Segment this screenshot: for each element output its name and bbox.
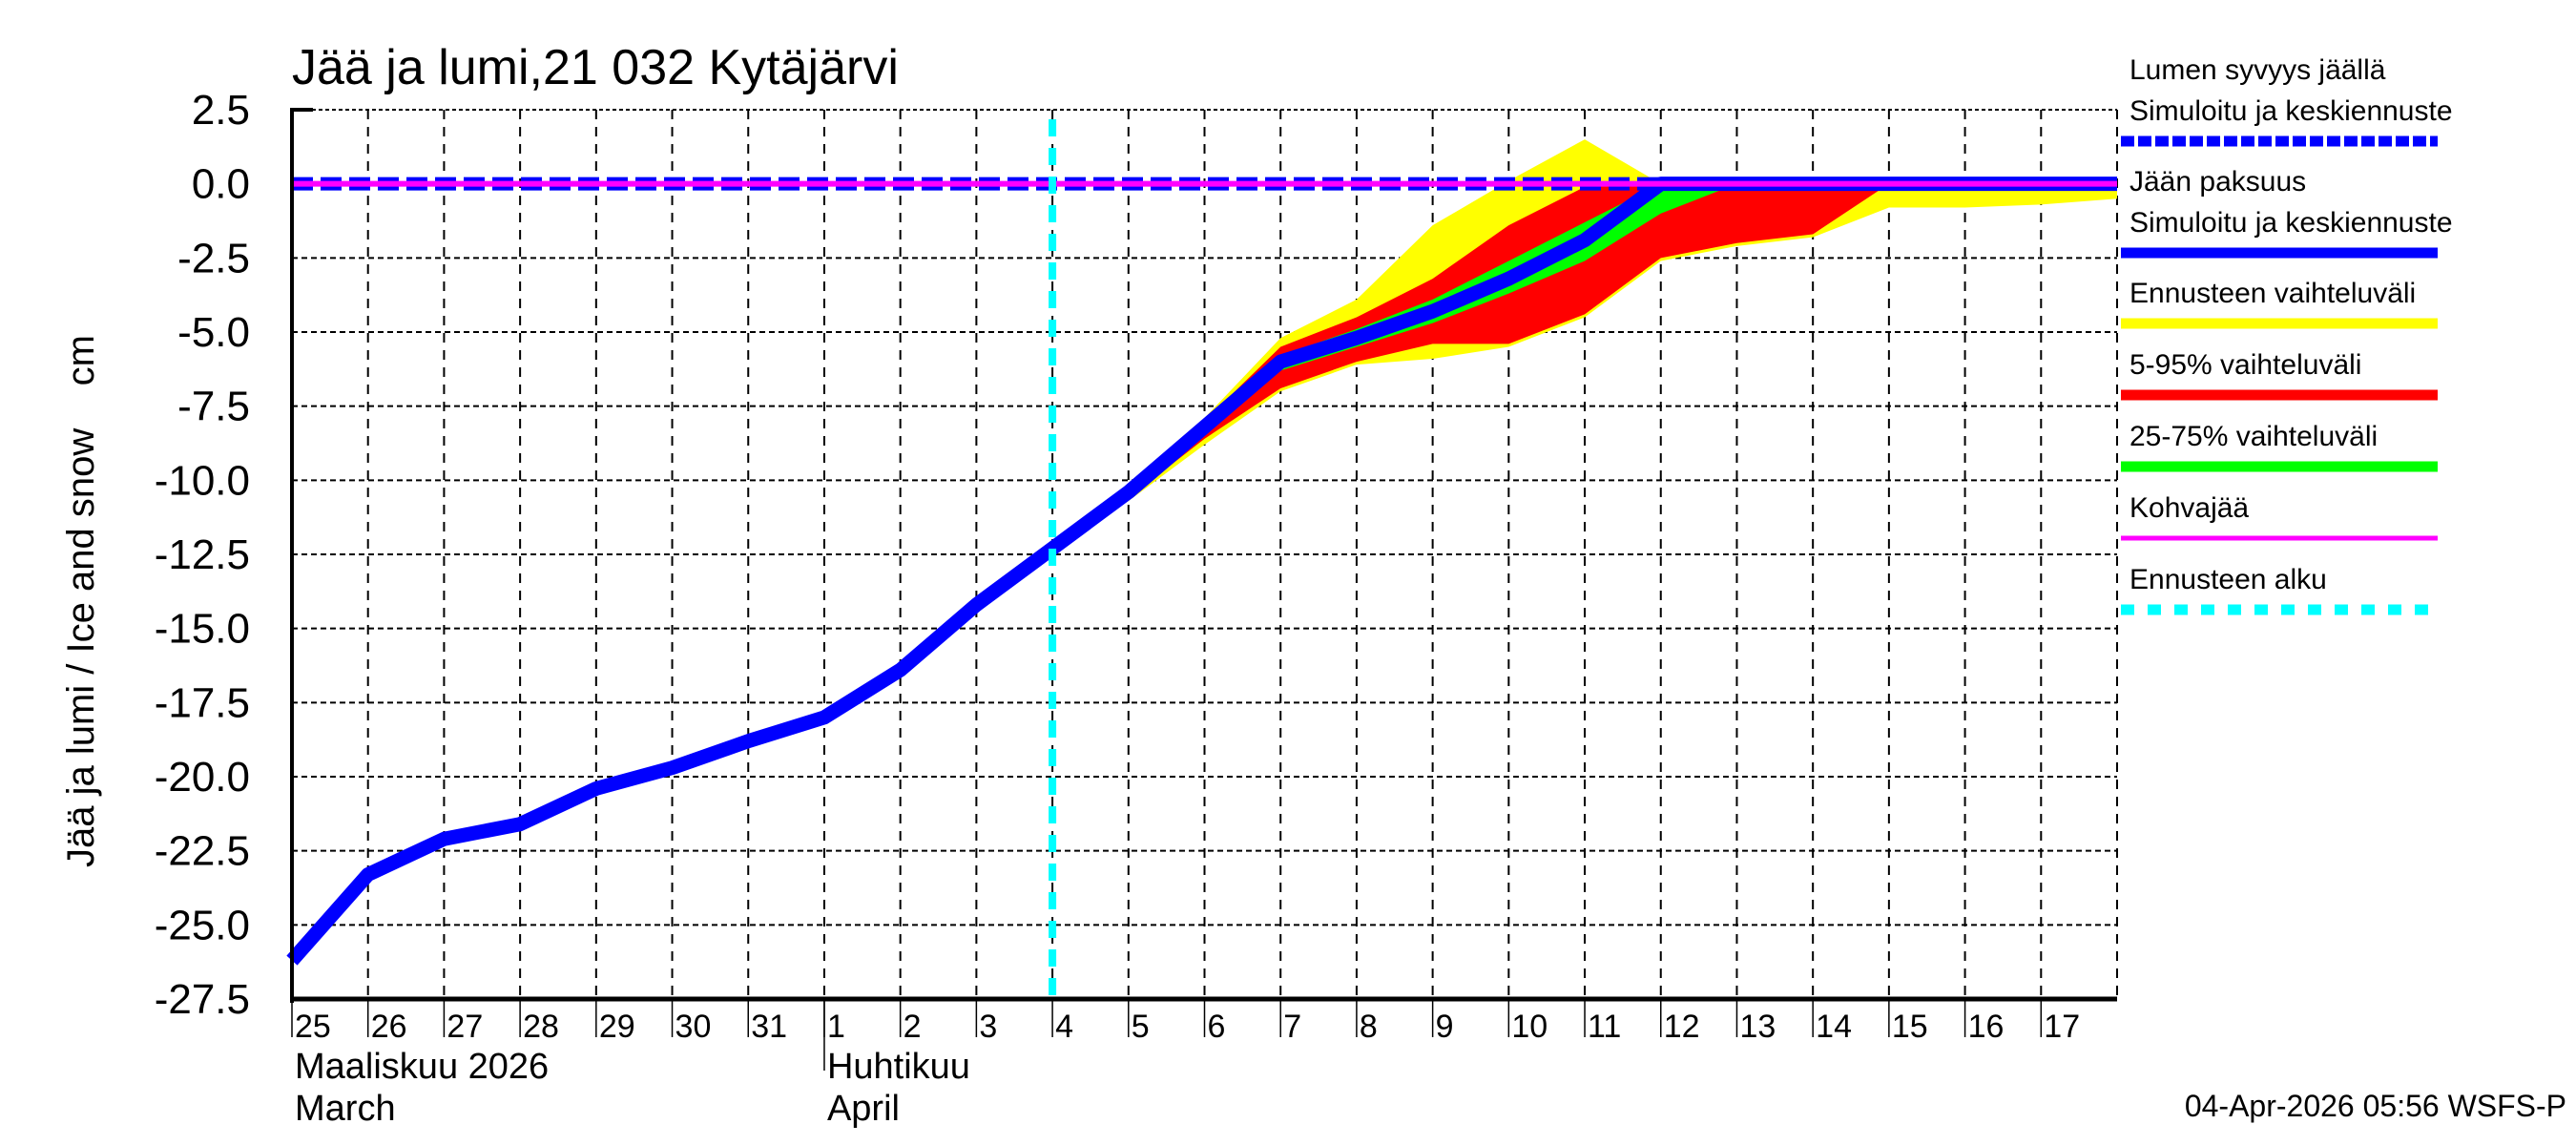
y-tick-label: 2.5 bbox=[192, 87, 250, 134]
y-tick-label: -2.5 bbox=[177, 235, 250, 281]
grid bbox=[292, 109, 2118, 999]
y-tick-label: -15.0 bbox=[155, 606, 250, 653]
x-day-label: 27 bbox=[447, 1009, 483, 1045]
x-day-label: 4 bbox=[1055, 1009, 1073, 1045]
x-day-label: 28 bbox=[523, 1009, 559, 1045]
month-label-fi: Maaliskuu 2026 bbox=[295, 1047, 549, 1087]
y-tick-label: -22.5 bbox=[155, 828, 250, 875]
legend-label: Simuloitu ja keskiennuste bbox=[2129, 95, 2453, 127]
x-day-label: 7 bbox=[1283, 1009, 1301, 1045]
y-axis-label: Jää ja lumi / Ice and snow cm bbox=[60, 335, 102, 867]
legend-title: Lumen syvyys jäällä bbox=[2129, 54, 2386, 86]
y-tick-label: -7.5 bbox=[177, 384, 250, 430]
y-tick-label: -17.5 bbox=[155, 679, 250, 726]
legend-label: 5-95% vaihteluväli bbox=[2129, 349, 2361, 381]
x-day-label: 11 bbox=[1588, 1009, 1621, 1045]
y-tick-label: 0.0 bbox=[192, 161, 250, 208]
legend-title: Jään paksuus bbox=[2129, 166, 2306, 198]
x-day-label: 14 bbox=[1816, 1009, 1852, 1045]
legend-label: 25-75% vaihteluväli bbox=[2129, 421, 2378, 452]
legend-label: Ennusteen alku bbox=[2129, 564, 2327, 595]
y-tick-label: -25.0 bbox=[155, 902, 250, 948]
x-day-label: 30 bbox=[675, 1009, 712, 1045]
month-label-en: March bbox=[295, 1089, 396, 1129]
month-label-en: April bbox=[827, 1089, 900, 1129]
footer-timestamp: 04-Apr-2026 05:56 WSFS-P bbox=[2185, 1089, 2566, 1123]
x-day-label: 3 bbox=[979, 1009, 997, 1045]
x-day-label: 2 bbox=[904, 1009, 922, 1045]
chart-title: Jää ja lumi,21 032 Kytäjärvi bbox=[292, 40, 899, 95]
y-tick-label: -12.5 bbox=[155, 531, 250, 578]
y-tick-label: -5.0 bbox=[177, 309, 250, 356]
bands bbox=[1052, 139, 2117, 549]
x-day-label: 26 bbox=[371, 1009, 407, 1045]
legend-label: Kohvajää bbox=[2129, 492, 2249, 524]
x-day-label: 25 bbox=[295, 1009, 331, 1045]
x-day-label: 15 bbox=[1892, 1009, 1928, 1045]
y-tick-label: -20.0 bbox=[155, 754, 250, 801]
y-tick-label: -27.5 bbox=[155, 976, 250, 1023]
axes: 2.5 0.0 -2.5 -5.0 -7.5 -10.0 -12.5 -15.0 -17.5 -2… bbox=[155, 87, 2117, 1129]
x-day-label: 1 bbox=[827, 1009, 845, 1045]
legend: Lumen syvyys jäällä Simuloitu ja keskienn… bbox=[2121, 54, 2453, 615]
x-day-label: 8 bbox=[1360, 1009, 1378, 1045]
x-day-label: 13 bbox=[1739, 1009, 1776, 1045]
x-day-label: 17 bbox=[2044, 1009, 2080, 1045]
x-day-label: 9 bbox=[1436, 1009, 1454, 1045]
x-day-label: 16 bbox=[1968, 1009, 2005, 1045]
y-tick-label: -10.0 bbox=[155, 457, 250, 504]
month-label-fi: Huhtikuu bbox=[827, 1047, 970, 1087]
x-day-label: 12 bbox=[1664, 1009, 1700, 1045]
x-day-label: 5 bbox=[1132, 1009, 1150, 1045]
x-day-label: 6 bbox=[1208, 1009, 1226, 1045]
legend-label: Ennusteen vaihteluväli bbox=[2129, 278, 2416, 309]
band-00ff00 bbox=[1052, 183, 2117, 549]
x-day-label: 10 bbox=[1511, 1009, 1548, 1045]
legend-label: Simuloitu ja keskiennuste bbox=[2129, 207, 2453, 239]
lines bbox=[286, 119, 2117, 999]
x-day-label: 31 bbox=[751, 1009, 787, 1045]
x-day-label: 29 bbox=[599, 1009, 635, 1045]
